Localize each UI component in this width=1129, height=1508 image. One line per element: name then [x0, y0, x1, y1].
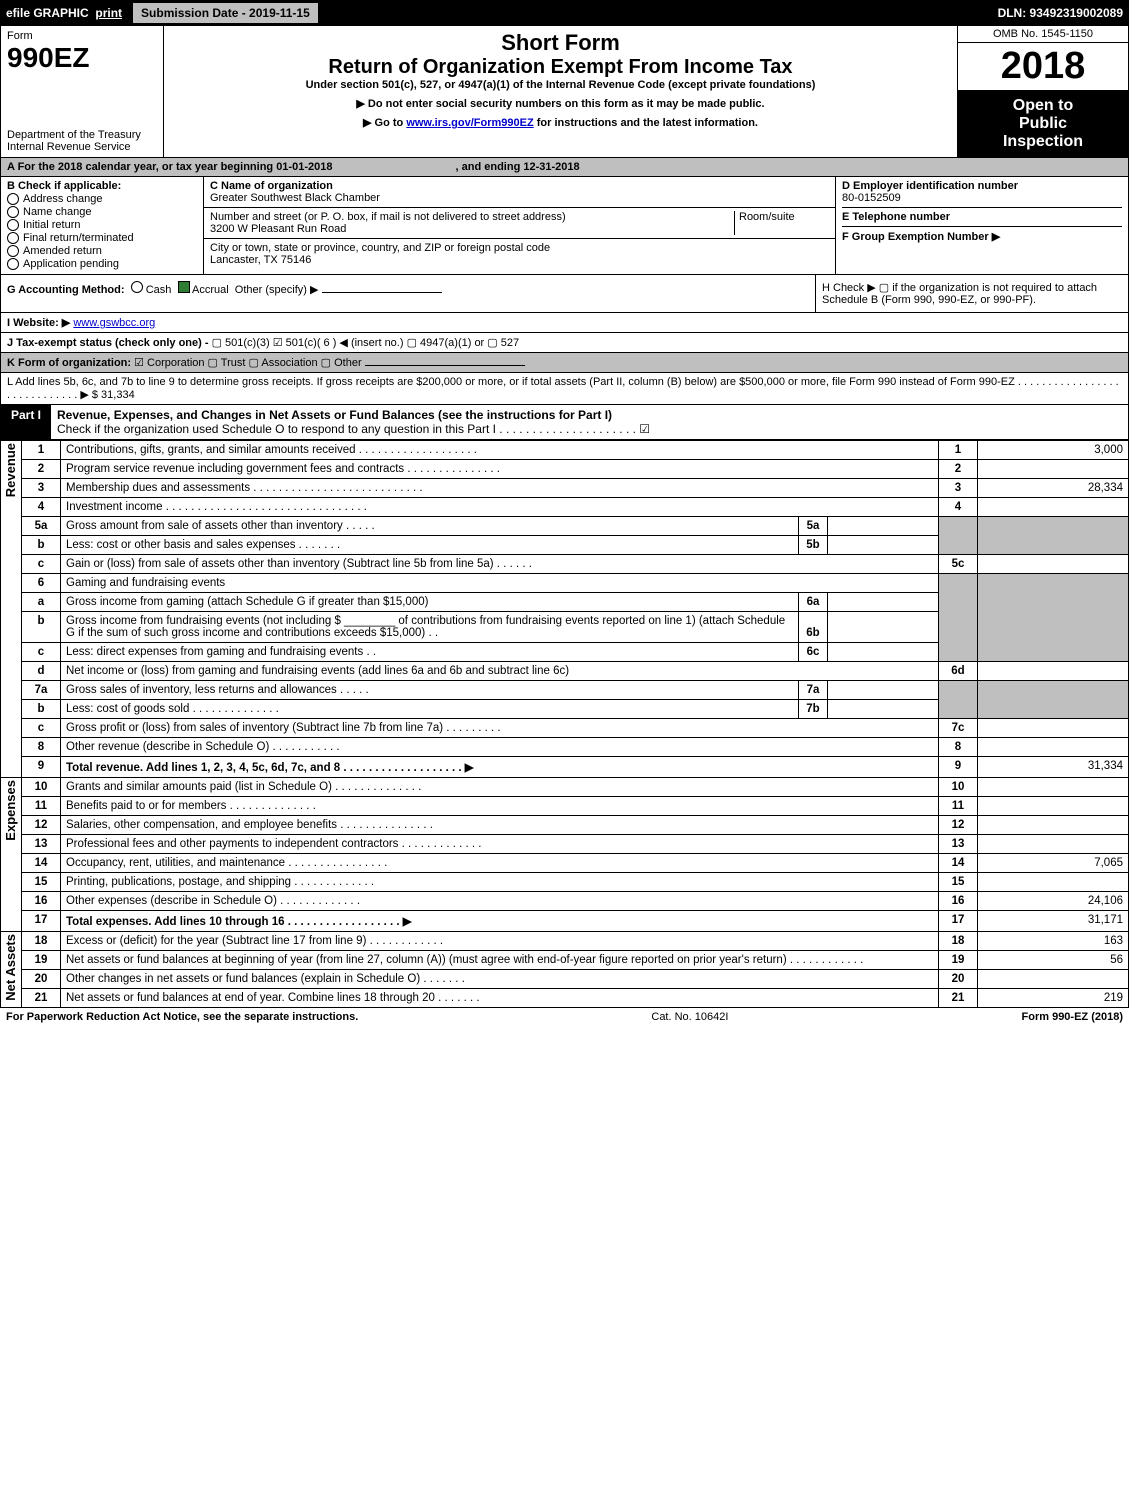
header-left: Form 990EZ Department of the Treasury In…	[1, 26, 164, 157]
website-link[interactable]: www.gswbcc.org	[73, 317, 155, 329]
footer-center: Cat. No. 10642I	[651, 1011, 728, 1023]
e-label: E Telephone number	[842, 211, 1122, 223]
section-revenue: Revenue	[1, 441, 20, 499]
note-goto: ▶ Go to www.irs.gov/Form990EZ for instru…	[170, 116, 951, 129]
street-value: 3200 W Pleasant Run Road	[210, 223, 734, 235]
ln-1: 1	[22, 441, 61, 460]
subtitle: Under section 501(c), 527, or 4947(a)(1)…	[170, 79, 951, 91]
row-k: K Form of organization: ☑ Corporation ▢ …	[0, 353, 1129, 373]
dln-label: DLN: 93492319002089	[998, 6, 1123, 20]
check-amended-return[interactable]: Amended return	[7, 245, 197, 257]
k-options: ☑ Corporation ▢ Trust ▢ Association ▢ Ot…	[134, 357, 362, 369]
amt-1: 3,000	[978, 441, 1129, 460]
box-b: B Check if applicable: Address change Na…	[1, 177, 204, 274]
note-goto-post: for instructions and the latest informat…	[534, 117, 758, 129]
desc-1: Contributions, gifts, grants, and simila…	[61, 441, 939, 460]
check-name-change[interactable]: Name change	[7, 206, 197, 218]
desc-9: Total revenue. Add lines 1, 2, 3, 4, 5c,…	[66, 762, 474, 774]
note-ssn: ▶ Do not enter social security numbers o…	[170, 97, 951, 110]
submission-date-box: Submission Date - 2019-11-15	[132, 2, 319, 24]
k-label: K Form of organization:	[7, 357, 131, 369]
lines-table: Revenue 1 Contributions, gifts, grants, …	[0, 440, 1129, 1008]
i-label: I Website: ▶	[7, 317, 70, 329]
box-g: G Accounting Method: Cash Accrual Other …	[1, 275, 816, 312]
note-goto-pre: ▶ Go to	[363, 117, 406, 129]
open-line3: Inspection	[964, 133, 1122, 151]
dept-line1: Department of the Treasury	[7, 129, 157, 141]
box-c: C Name of organization Greater Southwest…	[204, 177, 836, 274]
part1-label: Part I	[1, 405, 51, 439]
row-l: L Add lines 5b, 6c, and 7b to line 9 to …	[0, 373, 1129, 405]
box-b-heading: B Check if applicable:	[7, 180, 197, 192]
irs-link[interactable]: www.irs.gov/Form990EZ	[406, 117, 533, 129]
c-label: C Name of organization	[210, 180, 829, 192]
f-label: F Group Exemption Number ▶	[842, 230, 1122, 243]
row-i: I Website: ▶ www.gswbcc.org	[0, 313, 1129, 333]
check-application-pending[interactable]: Application pending	[7, 258, 197, 270]
g-label: G Accounting Method:	[7, 284, 125, 296]
form-page: efile GRAPHIC print Submission Date - 20…	[0, 0, 1129, 1026]
short-form-title: Short Form	[170, 30, 951, 56]
print-link[interactable]: print	[95, 6, 122, 20]
desc-17: Total expenses. Add lines 10 through 16 …	[66, 916, 412, 928]
accrual-check[interactable]	[178, 281, 190, 293]
part1-checkline: Check if the organization used Schedule …	[57, 422, 650, 436]
street-label: Number and street (or P. O. box, if mail…	[210, 211, 734, 223]
part1-title: Revenue, Expenses, and Changes in Net As…	[57, 408, 612, 422]
section-expenses: Expenses	[1, 778, 20, 843]
tax-year: 2018	[958, 43, 1128, 91]
efile-label: efile GRAPHIC	[6, 6, 89, 20]
header-center: Short Form Return of Organization Exempt…	[164, 26, 958, 157]
footer-left: For Paperwork Reduction Act Notice, see …	[6, 1011, 358, 1023]
open-inspection: Open to Public Inspection	[958, 91, 1128, 157]
open-line2: Public	[964, 115, 1122, 133]
topbar: efile GRAPHIC print Submission Date - 20…	[0, 0, 1129, 26]
check-address-change[interactable]: Address change	[7, 193, 197, 205]
open-line1: Open to	[964, 97, 1122, 115]
check-final-return[interactable]: Final return/terminated	[7, 232, 197, 244]
meta-row: B Check if applicable: Address change Na…	[0, 177, 1129, 275]
city-value: Lancaster, TX 75146	[210, 254, 829, 266]
rn-1: 1	[939, 441, 978, 460]
form-word: Form	[7, 30, 157, 42]
section-netassets: Net Assets	[1, 932, 20, 1003]
main-title: Return of Organization Exempt From Incom…	[170, 56, 951, 79]
box-def: D Employer identification number 80-0152…	[836, 177, 1128, 274]
row-j: J Tax-exempt status (check only one) - ▢…	[0, 333, 1129, 353]
footer-right: Form 990-EZ (2018)	[1022, 1011, 1123, 1023]
city-label: City or town, state or province, country…	[210, 242, 829, 254]
j-options: ▢ 501(c)(3) ☑ 501(c)( 6 ) ◀ (insert no.)…	[212, 337, 519, 349]
row-a-period: A For the 2018 calendar year, or tax yea…	[0, 158, 1129, 177]
page-footer: For Paperwork Reduction Act Notice, see …	[0, 1008, 1129, 1026]
dept-line2: Internal Revenue Service	[7, 141, 157, 153]
cash-radio[interactable]	[131, 281, 143, 293]
period-end: , and ending 12-31-2018	[456, 161, 580, 173]
room-suite-label: Room/suite	[734, 211, 829, 235]
org-name: Greater Southwest Black Chamber	[210, 192, 829, 204]
j-label: J Tax-exempt status (check only one) -	[7, 337, 209, 349]
part1-header: Part I Revenue, Expenses, and Changes in…	[0, 405, 1129, 440]
header-right: OMB No. 1545-1150 2018 Open to Public In…	[958, 26, 1128, 157]
header: Form 990EZ Department of the Treasury In…	[0, 26, 1129, 158]
period-begin: A For the 2018 calendar year, or tax yea…	[7, 161, 332, 173]
ein-value: 80-0152509	[842, 192, 1122, 204]
d-label: D Employer identification number	[842, 180, 1122, 192]
check-initial-return[interactable]: Initial return	[7, 219, 197, 231]
box-h: H Check ▶ ▢ if the organization is not r…	[816, 275, 1128, 312]
omb-number: OMB No. 1545-1150	[958, 26, 1128, 43]
form-number: 990EZ	[7, 42, 157, 74]
row-gh: G Accounting Method: Cash Accrual Other …	[0, 275, 1129, 313]
